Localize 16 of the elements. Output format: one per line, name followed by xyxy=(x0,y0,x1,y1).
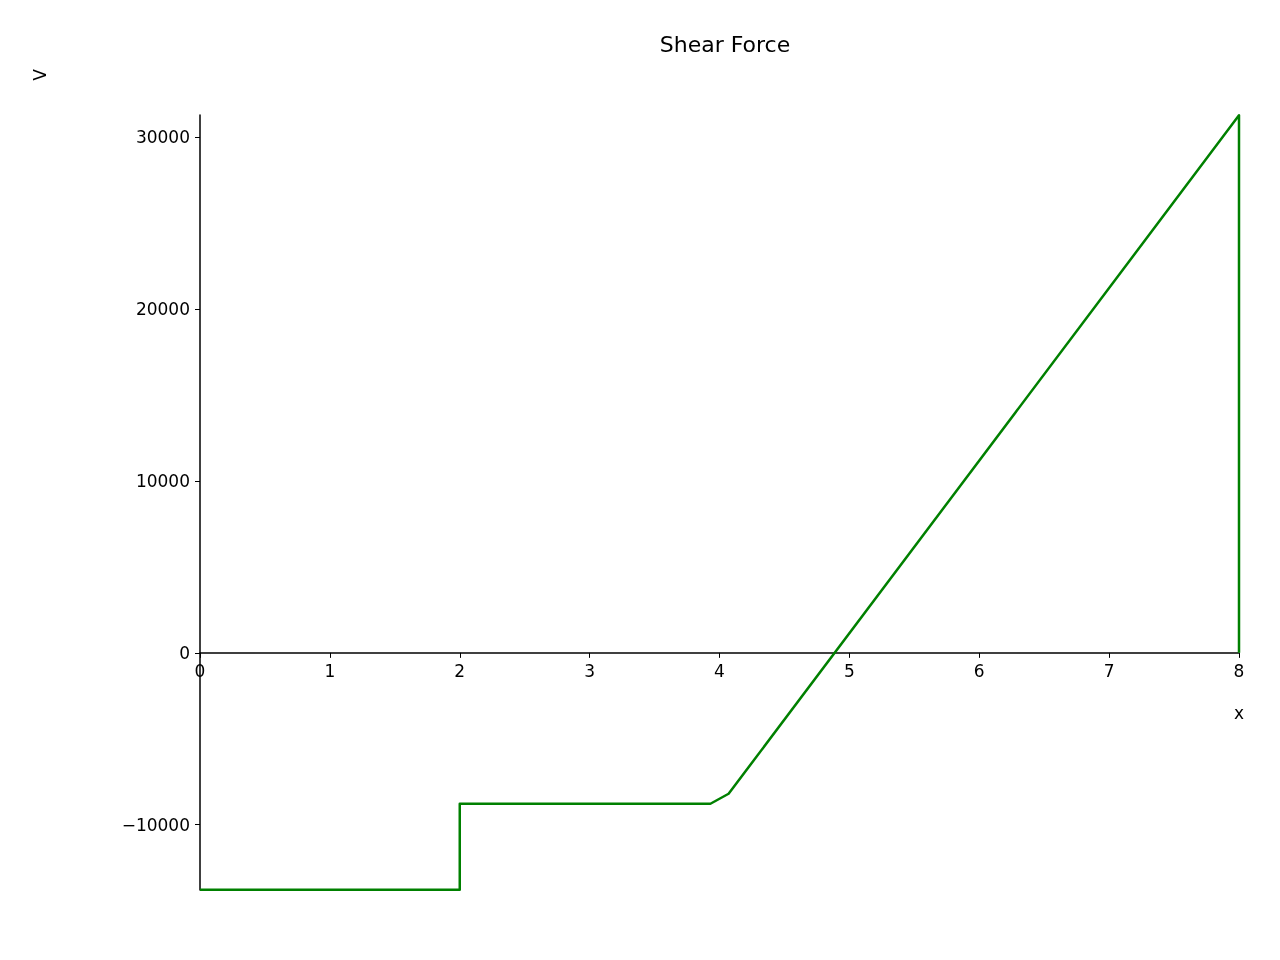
x-tick-label: 4 xyxy=(714,661,725,682)
x-tick-label: 2 xyxy=(454,661,466,682)
y-tick-label: 30000 xyxy=(135,127,190,148)
x-tick-label: 7 xyxy=(1103,661,1115,682)
x-tick-label: 6 xyxy=(973,661,985,682)
y-tick-label: −10000 xyxy=(121,814,190,835)
chart-title: Shear Force xyxy=(659,31,791,57)
y-axis-title: V xyxy=(30,68,50,81)
y-tick-label: 0 xyxy=(179,642,190,663)
x-tick-label: 5 xyxy=(843,661,855,682)
y-tick-label: 10000 xyxy=(135,471,190,492)
x-tick-label: 8 xyxy=(1233,661,1245,682)
x-tick-label: 3 xyxy=(584,661,596,682)
y-tick-label: 20000 xyxy=(135,299,190,320)
x-axis-title: x xyxy=(1233,702,1245,723)
x-tick-label: 1 xyxy=(324,661,336,682)
